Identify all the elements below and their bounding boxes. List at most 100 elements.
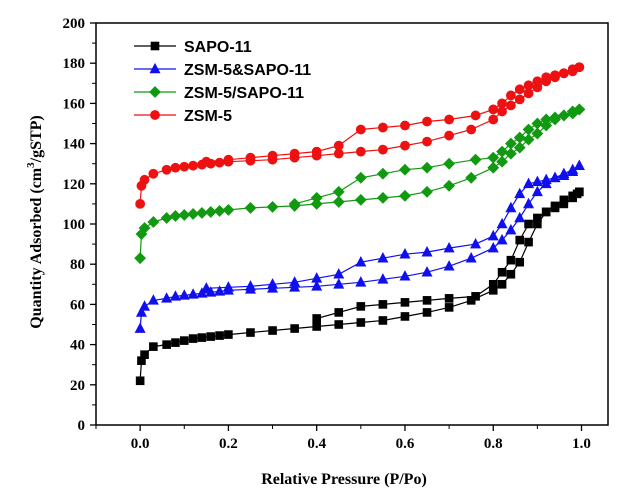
data-point-desorption	[378, 300, 388, 309]
data-point-adsorption	[187, 288, 199, 299]
data-point-desorption	[524, 219, 533, 229]
data-point-adsorption	[496, 155, 508, 168]
plot-area	[134, 62, 586, 386]
data-point-adsorption	[139, 300, 151, 311]
data-point-adsorption	[246, 328, 255, 337]
data-point-adsorption	[523, 197, 535, 209]
data-point-desorption	[376, 167, 389, 180]
data-point-desorption	[444, 114, 455, 125]
data-point-desorption	[513, 131, 526, 144]
data-point-adsorption	[332, 195, 345, 208]
data-point-adsorption	[311, 280, 323, 291]
data-point-desorption	[540, 173, 552, 185]
x-tick-label: 0.0	[131, 436, 150, 452]
data-point-desorption	[469, 153, 482, 166]
data-point-desorption	[421, 161, 433, 174]
x-tick-label: 0.8	[484, 436, 503, 452]
data-point-desorption	[568, 193, 577, 203]
data-point-adsorption	[376, 191, 389, 204]
data-point-adsorption	[310, 197, 323, 210]
data-point-desorption	[559, 199, 569, 209]
data-point-desorption	[488, 279, 498, 289]
data-point-adsorption	[266, 200, 279, 213]
data-point-desorption	[533, 213, 542, 223]
data-point-desorption	[487, 229, 499, 241]
series-line-desorption	[206, 165, 580, 289]
data-point-desorption	[245, 152, 256, 163]
data-point-desorption	[567, 165, 579, 177]
series-1	[134, 159, 585, 333]
data-point-adsorption	[513, 141, 526, 154]
series-0	[135, 187, 584, 386]
data-point-adsorption	[140, 350, 149, 359]
data-point-desorption	[200, 282, 212, 293]
y-tick-label: 0	[78, 418, 86, 434]
data-point-adsorption	[355, 276, 367, 287]
data-point-desorption	[244, 280, 256, 291]
data-point-desorption	[267, 150, 278, 161]
data-point-desorption	[470, 110, 481, 121]
data-point-desorption	[354, 171, 367, 184]
data-point-desorption	[399, 248, 411, 259]
data-point-desorption	[471, 292, 480, 301]
data-point-adsorption	[206, 332, 216, 341]
data-point-adsorption	[444, 303, 454, 312]
data-point-adsorption	[334, 320, 344, 329]
legend-marker	[150, 110, 160, 120]
data-point-adsorption	[378, 316, 388, 325]
data-point-adsorption	[178, 289, 190, 300]
data-point-desorption	[421, 245, 433, 257]
data-point-adsorption	[515, 257, 525, 267]
data-point-adsorption	[138, 222, 151, 234]
data-point-adsorption	[139, 174, 150, 185]
data-point-adsorption	[178, 209, 191, 221]
data-point-desorption	[522, 123, 535, 136]
data-point-desorption	[443, 241, 455, 253]
data-point-desorption	[558, 169, 570, 181]
data-point-adsorption	[514, 94, 525, 105]
data-point-adsorption	[170, 162, 181, 173]
data-point-desorption	[523, 177, 535, 189]
data-point-adsorption	[196, 207, 208, 219]
data-point-adsorption	[135, 198, 146, 209]
data-point-desorption	[444, 294, 454, 303]
axes: 0.0 0.2 0.4 0.6 0.8 1.0 0 20 40 60 80 100 120 140 160 1…	[63, 16, 609, 452]
data-point-adsorption	[399, 189, 411, 202]
data-point-adsorption	[162, 340, 171, 349]
data-point-desorption	[334, 308, 344, 317]
data-point-adsorption	[147, 216, 160, 228]
data-point-adsorption	[355, 146, 366, 157]
data-point-adsorption	[149, 342, 158, 351]
data-point-adsorption	[290, 324, 299, 333]
y-tick-label: 120	[63, 177, 86, 193]
legend-marker	[150, 41, 160, 51]
legend-marker	[149, 62, 161, 74]
data-point-desorption	[532, 76, 543, 87]
x-tick-label: 0.4	[307, 436, 326, 452]
data-point-desorption	[311, 272, 323, 283]
data-point-adsorption	[377, 273, 389, 284]
data-point-desorption	[355, 256, 367, 267]
data-point-desorption	[355, 124, 366, 135]
data-point-adsorption	[187, 208, 200, 220]
data-point-desorption	[557, 109, 570, 122]
data-point-desorption	[514, 84, 525, 95]
data-point-desorption	[505, 201, 517, 213]
series-2	[134, 103, 586, 265]
x-tick-label: 0.2	[219, 436, 238, 452]
data-point-desorption	[333, 140, 344, 151]
data-point-desorption	[550, 203, 560, 213]
data-point-adsorption	[169, 290, 181, 301]
data-point-desorption	[332, 185, 345, 198]
y-tick-label: 140	[63, 137, 86, 153]
data-point-adsorption	[134, 252, 147, 265]
data-point-desorption	[575, 187, 584, 197]
legend: SAPO-11 ZSM-5&SAPO-11 ZSM-5/SAPO-11 ZSM-5	[134, 39, 311, 125]
y-axis-title-main: Quantity Adsorbed (cm	[28, 167, 45, 329]
data-point-adsorption	[179, 161, 190, 172]
y-tick-label: 40	[70, 338, 85, 354]
data-point-adsorption	[171, 338, 180, 347]
x-tick-label: 1.0	[572, 436, 591, 452]
y-tick-label: 60	[70, 297, 85, 313]
